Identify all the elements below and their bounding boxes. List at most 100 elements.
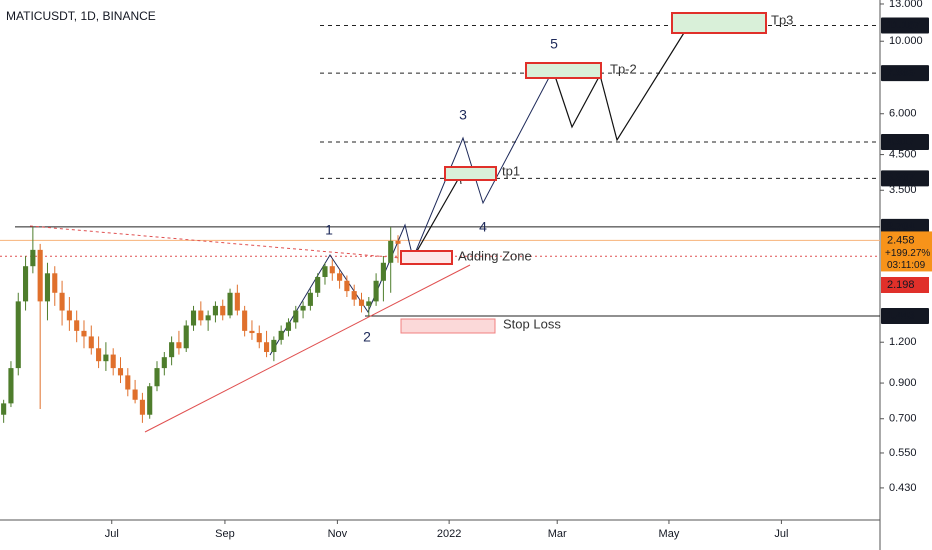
candle-body — [190, 310, 197, 326]
candle-body — [388, 240, 394, 263]
projection-arrow — [412, 175, 461, 259]
candle-body — [351, 291, 357, 300]
candle-body — [256, 333, 262, 343]
level-badge — [881, 134, 929, 151]
candle-body — [66, 310, 72, 321]
level-badge-label: 11.167 — [887, 19, 920, 31]
candle-body — [183, 325, 189, 349]
y-tick-label: 0.430 — [889, 482, 917, 494]
candle-body — [169, 342, 175, 358]
candle-body — [15, 301, 21, 369]
candle-body — [125, 375, 131, 390]
candle-body — [88, 336, 94, 349]
candle-body — [198, 310, 204, 321]
candle-body — [23, 266, 29, 302]
candle-body — [205, 315, 211, 321]
wave-label: 5 — [550, 36, 558, 52]
x-tick-label: Sep — [215, 528, 235, 540]
wave-label: 4 — [479, 219, 487, 235]
candle-body — [8, 368, 14, 404]
y-tick-label: 0.900 — [889, 377, 917, 389]
target-label: tp1 — [502, 163, 520, 178]
level-badge — [881, 308, 929, 325]
candle-body — [234, 292, 240, 311]
candle-body — [30, 249, 36, 267]
candle-body — [337, 273, 343, 281]
level-badge-label: 4.917 — [887, 136, 915, 148]
candle-body — [358, 299, 365, 306]
target-zone — [671, 12, 767, 34]
level-badge-label: 7.985 — [887, 67, 915, 79]
target-label: Tp3 — [771, 12, 793, 27]
candle-body — [59, 292, 65, 311]
candle-body — [161, 357, 167, 369]
candle-body — [285, 322, 292, 331]
candle-body — [329, 266, 335, 274]
wave-path — [269, 69, 554, 356]
level-badge — [881, 65, 929, 82]
resistance-line — [29, 225, 401, 259]
candle-body — [154, 368, 160, 387]
x-tick-label: Nov — [328, 528, 348, 540]
level-badge-label: 2.704 — [887, 221, 915, 233]
adding-zone — [400, 250, 453, 265]
candle-body — [293, 310, 299, 323]
target-label: Tp-2 — [610, 61, 637, 76]
candle-body — [220, 305, 226, 316]
candle-body — [264, 342, 270, 353]
candle-body — [249, 330, 255, 334]
y-tick-label: 1.200 — [889, 336, 917, 348]
candle-body — [344, 280, 350, 292]
y-tick-label: 3.500 — [889, 184, 917, 196]
candle-body — [44, 273, 51, 302]
candle-body — [366, 301, 372, 306]
candle-body — [117, 368, 124, 376]
countdown-label: 03:11:09 — [887, 260, 926, 271]
candle-body — [176, 342, 182, 349]
candle-body — [132, 389, 138, 400]
level-badge — [881, 17, 929, 34]
x-tick-label: Jul — [774, 528, 788, 540]
marker-badge — [881, 277, 929, 293]
price-badge — [881, 231, 932, 272]
level-badge-label: 1.443 — [887, 310, 915, 322]
candle-body — [380, 262, 386, 281]
candle-body — [110, 354, 116, 369]
candle-body — [271, 339, 277, 353]
candle-body — [103, 354, 109, 362]
level-badge — [881, 170, 929, 187]
price-badge-label: 2.458 — [887, 234, 915, 246]
x-tick-label: 2022 — [437, 528, 461, 540]
y-tick-label: 0.550 — [889, 447, 917, 459]
zone-label: Stop Loss — [503, 316, 561, 331]
y-tick-label: 6.000 — [889, 108, 917, 120]
candle-body — [1, 403, 7, 415]
x-tick-label: Jul — [105, 528, 119, 540]
candle-body — [373, 280, 379, 302]
candle-body — [300, 305, 306, 311]
y-tick-label: 0.700 — [889, 413, 917, 425]
x-tick-label: Mar — [548, 528, 567, 540]
candle-body — [315, 276, 321, 293]
candle-body — [37, 249, 43, 302]
x-tick-label: May — [659, 528, 680, 540]
candle-body — [139, 399, 145, 415]
candle-body — [322, 266, 328, 277]
zone-label: Adding Zone — [458, 248, 532, 263]
marker-badge-label: 2.198 — [887, 279, 915, 291]
candle-body — [147, 386, 153, 415]
candle-body — [307, 292, 313, 306]
candle-body — [74, 320, 80, 331]
candle-body — [395, 240, 401, 244]
chart-title: MATICUSDT, 1D, BINANCE — [6, 9, 156, 23]
wave-label: 3 — [459, 107, 467, 123]
candle-body — [242, 310, 248, 331]
y-tick-label: 13.000 — [889, 0, 923, 10]
y-tick-label: 10.000 — [889, 35, 923, 47]
candle-body — [227, 292, 233, 316]
candle-body — [212, 305, 218, 316]
target-zone — [444, 166, 497, 181]
target-zone — [525, 62, 602, 79]
